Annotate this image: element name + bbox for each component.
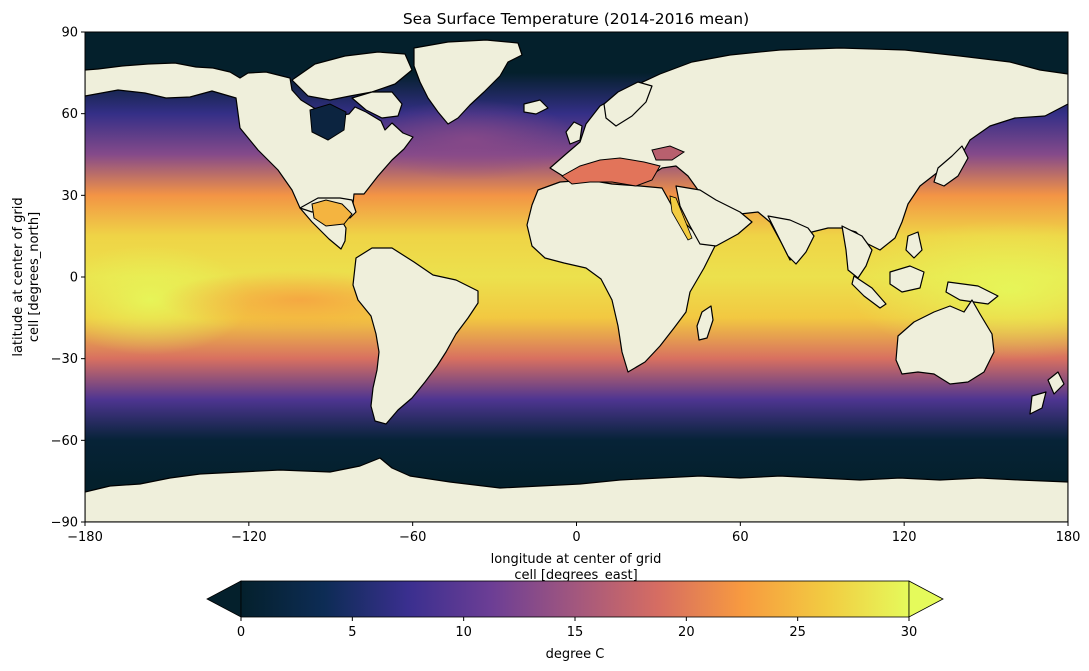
- india-land: [767, 215, 815, 265]
- colorbar-extend-high: [908, 580, 944, 618]
- y-tick-label: −30: [51, 352, 78, 367]
- x-tick-label: 60: [732, 530, 749, 545]
- y-tick-label: −60: [51, 434, 78, 449]
- colorbar-tick-label: 0: [237, 625, 245, 640]
- x-tick-label: 120: [892, 530, 917, 545]
- colorbar: 0 5 10 15 20 25 30 degree C: [206, 580, 944, 662]
- red-sea: [669, 195, 693, 241]
- philippines-land: [905, 231, 923, 259]
- colorbar-ticks: 0 5 10 15 20 25 30: [237, 617, 917, 640]
- colorbar-tick-label: 25: [789, 625, 806, 640]
- x-axis-ticks: −180 −120 −60 0 60 120 180: [67, 522, 1080, 545]
- colorbar-tick-label: 20: [678, 625, 695, 640]
- mediterranean-sea: [561, 157, 661, 187]
- japan-land: [933, 145, 969, 187]
- black-sea: [651, 145, 686, 161]
- arctic-islands-land: [291, 51, 413, 101]
- y-axis-label: latitude at center of grid cell [degrees…: [11, 197, 42, 356]
- colorbar-label: degree C: [546, 647, 605, 662]
- colorbar-body: [240, 580, 910, 618]
- antarctica-land: [85, 457, 1068, 522]
- x-tick-label: −180: [67, 530, 103, 545]
- hudson-bay: [309, 103, 347, 141]
- y-axis-label-line1: latitude at center of grid: [11, 197, 26, 356]
- colorbar-tick-label: 15: [567, 625, 584, 640]
- iceland-land: [523, 99, 549, 115]
- colorbar-tick-label: 30: [901, 625, 918, 640]
- y-tick-label: 60: [61, 107, 78, 122]
- y-axis-label-line2: cell [degrees_north]: [27, 212, 42, 342]
- greenland-land: [413, 39, 523, 125]
- y-tick-label: 30: [61, 189, 78, 204]
- north-atlantic-feature: [360, 100, 580, 180]
- madagascar-land: [696, 305, 714, 341]
- y-tick-label: −90: [51, 516, 78, 531]
- indochina-land: [841, 225, 873, 279]
- x-tick-label: 0: [572, 530, 580, 545]
- africa-land: [526, 179, 717, 373]
- south-america-land: [352, 247, 479, 425]
- y-tick-label: 0: [70, 271, 78, 286]
- x-tick-label: 180: [1056, 530, 1081, 545]
- new-guinea-land: [945, 281, 999, 305]
- borneo-land: [889, 265, 925, 293]
- x-axis-label-line2: cell [degrees_east]: [514, 568, 637, 583]
- eurasia-land: [549, 47, 1068, 261]
- sumatra-land: [851, 275, 887, 309]
- map-panel: [85, 32, 1068, 522]
- map-title: Sea Surface Temperature (2014-2016 mean): [403, 10, 749, 28]
- gulf-of-mexico: [311, 199, 353, 227]
- australia-land: [895, 299, 995, 385]
- new-zealand-land: [1029, 371, 1065, 415]
- x-axis-label-line1: longitude at center of grid: [491, 552, 662, 567]
- y-axis-ticks: 90 60 30 0 −30 −60 −90: [51, 26, 85, 531]
- baffin-island-land: [351, 91, 403, 119]
- colorbar-extend-low: [206, 580, 242, 618]
- colorbar-tick-label: 5: [348, 625, 356, 640]
- british-isles-land: [565, 121, 583, 145]
- scandinavia-land: [603, 81, 653, 127]
- x-tick-label: −60: [399, 530, 426, 545]
- y-tick-label: 90: [61, 26, 78, 41]
- x-tick-label: −120: [231, 530, 267, 545]
- arabia-land: [675, 185, 753, 247]
- colorbar-tick-label: 10: [455, 625, 472, 640]
